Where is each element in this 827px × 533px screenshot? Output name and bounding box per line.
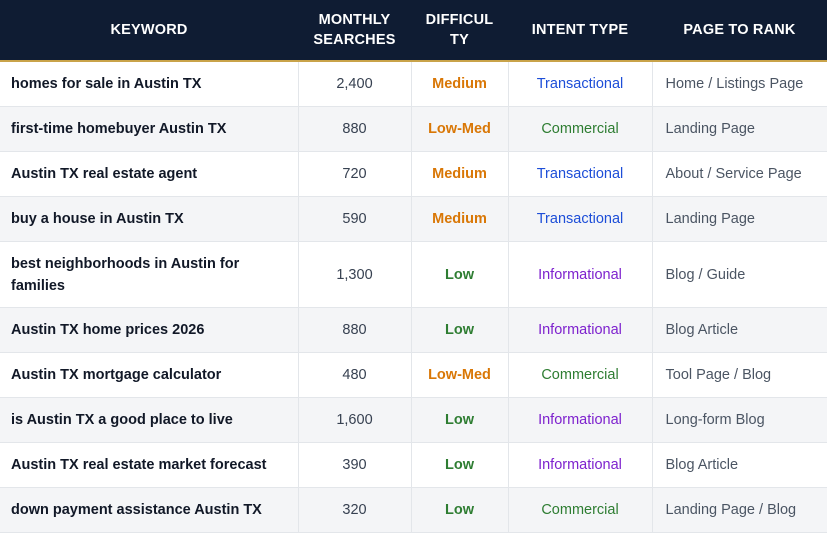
header-difficulty: DIFFICUL TY [411, 0, 508, 62]
intent-cell: Commercial [508, 106, 653, 152]
page-cell: Tool Page / Blog [652, 352, 827, 398]
intent-cell: Informational [508, 397, 653, 443]
page-cell: About / Service Page [652, 151, 827, 197]
difficulty-cell: Low [411, 241, 509, 308]
intent-cell: Transactional [508, 151, 653, 197]
keyword-cell: Austin TX home prices 2026 [0, 307, 299, 353]
searches-cell: 2,400 [298, 61, 412, 107]
searches-cell: 880 [298, 106, 412, 152]
searches-cell: 720 [298, 151, 412, 197]
page-cell: Long-form Blog [652, 397, 827, 443]
table-row: down payment assistance Austin TX 320 Low C… [0, 487, 827, 533]
intent-cell: Commercial [508, 487, 653, 533]
intent-cell: Informational [508, 442, 653, 488]
searches-cell: 590 [298, 196, 412, 242]
header-keyword: KEYWORD [0, 0, 298, 62]
page-cell: Landing Page [652, 196, 827, 242]
table-row: buy a house in Austin TX 590 Medium Transac… [0, 196, 827, 242]
intent-cell: Informational [508, 307, 653, 353]
keyword-cell: is Austin TX a good place to live [0, 397, 299, 443]
difficulty-cell: Low-Med [411, 352, 509, 398]
table-body: homes for sale in Austin TX 2,400 Medium Tr… [0, 61, 827, 533]
difficulty-cell: Low-Med [411, 106, 509, 152]
searches-cell: 1,300 [298, 241, 412, 308]
difficulty-cell: Low [411, 442, 509, 488]
table-row: Austin TX mortgage calculator 480 Low-Med C… [0, 352, 827, 398]
table-row: Austin TX real estate agent 720 Medium Tran… [0, 151, 827, 197]
page-cell: Blog Article [652, 442, 827, 488]
header-intent-type: INTENT TYPE [508, 0, 652, 62]
table-row: homes for sale in Austin TX 2,400 Medium Tr… [0, 61, 827, 107]
page-cell: Landing Page / Blog [652, 487, 827, 533]
header-page-to-rank: PAGE TO RANK [652, 0, 827, 62]
intent-cell: Informational [508, 241, 653, 308]
keyword-cell: homes for sale in Austin TX [0, 61, 299, 107]
intent-cell: Transactional [508, 61, 653, 107]
searches-cell: 880 [298, 307, 412, 353]
header-monthly-searches: MONTHLY SEARCHES [298, 0, 411, 62]
difficulty-cell: Medium [411, 61, 509, 107]
keyword-cell: buy a house in Austin TX [0, 196, 299, 242]
table-row: best neighborhoods in Austin for familie… [0, 241, 827, 308]
keyword-cell: Austin TX mortgage calculator [0, 352, 299, 398]
searches-cell: 480 [298, 352, 412, 398]
keyword-cell: down payment assistance Austin TX [0, 487, 299, 533]
difficulty-cell: Low [411, 397, 509, 443]
table-row: is Austin TX a good place to live 1,600 Lo… [0, 397, 827, 443]
keyword-cell: Austin TX real estate agent [0, 151, 299, 197]
table-header: KEYWORD MONTHLY SEARCHES DIFFICUL TY INT… [0, 0, 827, 62]
table-row: Austin TX real estate market forecast 390… [0, 442, 827, 488]
intent-cell: Transactional [508, 196, 653, 242]
difficulty-cell: Medium [411, 196, 509, 242]
searches-cell: 1,600 [298, 397, 412, 443]
table-row: Austin TX home prices 2026 880 Low Informat… [0, 307, 827, 353]
header-monthly-line2: SEARCHES [313, 32, 396, 48]
page-cell: Landing Page [652, 106, 827, 152]
difficulty-cell: Medium [411, 151, 509, 197]
difficulty-cell: Low [411, 487, 509, 533]
page-cell: Blog Article [652, 307, 827, 353]
table-row: first-time homebuyer Austin TX 880 Low-Med… [0, 106, 827, 152]
intent-cell: Commercial [508, 352, 653, 398]
keyword-cell: first-time homebuyer Austin TX [0, 106, 299, 152]
page-cell: Home / Listings Page [652, 61, 827, 107]
header-difficulty-line1: DIFFICUL [425, 12, 494, 28]
searches-cell: 320 [298, 487, 412, 533]
keyword-cell: best neighborhoods in Austin for familie… [0, 241, 299, 308]
searches-cell: 390 [298, 442, 412, 488]
difficulty-cell: Low [411, 307, 509, 353]
keyword-cell: Austin TX real estate market forecast [0, 442, 299, 488]
header-difficulty-line2: TY [450, 32, 469, 48]
page-cell: Blog / Guide [652, 241, 827, 308]
header-monthly-line1: MONTHLY [318, 12, 391, 28]
